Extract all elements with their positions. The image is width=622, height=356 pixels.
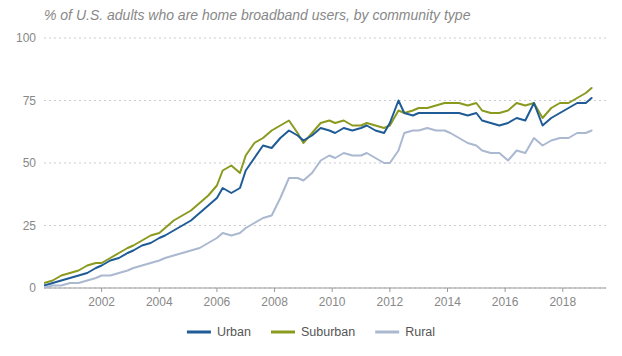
x-tick	[562, 288, 563, 292]
x-tick-label: 2004	[146, 295, 173, 309]
x-tick	[389, 288, 390, 292]
legend-item: Rural	[375, 325, 435, 339]
x-tick-label: 2014	[434, 295, 461, 309]
x-tick	[274, 288, 275, 292]
y-axis: 0 25 50 75 100	[16, 31, 606, 295]
x-tick	[159, 288, 160, 292]
legend-label: Urban	[217, 325, 251, 339]
legend-swatch	[271, 331, 295, 334]
x-tick	[332, 288, 333, 292]
y-tick-label: 75	[23, 94, 37, 108]
x-tick-label: 2002	[88, 295, 115, 309]
x-axis: 2002 2004 2006 2008 2010 2012 2014 2016 2018	[44, 288, 606, 309]
x-tick-label: 2006	[204, 295, 231, 309]
chart: % of U.S. adults who are home broadband …	[0, 0, 622, 356]
title: % of U.S. adults who are home broadband …	[44, 7, 471, 23]
legend-label: Suburban	[301, 325, 355, 339]
x-tick	[216, 288, 217, 292]
grid-line	[44, 288, 606, 289]
x-tick-label: 2010	[319, 295, 346, 309]
y-tick-label: 100	[16, 31, 36, 45]
x-axis-line	[44, 288, 606, 289]
grid-line	[44, 38, 606, 39]
y-tick-label: 25	[23, 219, 37, 233]
x-tick-label: 2008	[261, 295, 288, 309]
y-tick-label: 0	[29, 281, 36, 295]
grid-line	[44, 225, 606, 226]
legend: Urban Suburban Rural	[187, 325, 435, 339]
x-tick	[101, 288, 102, 292]
grid-line	[44, 163, 606, 164]
legend-swatch	[375, 331, 399, 334]
lines	[44, 88, 592, 288]
legend-item: Urban	[187, 325, 251, 339]
grid-line	[44, 100, 606, 101]
x-tick-label: 2012	[376, 295, 403, 309]
y-tick-label: 50	[23, 156, 37, 170]
legend-label: Rural	[405, 325, 435, 339]
legend-item: Suburban	[271, 325, 355, 339]
series-line	[44, 128, 592, 288]
legend-swatch	[187, 331, 211, 334]
x-tick-label: 2018	[549, 295, 576, 309]
x-tick	[447, 288, 448, 292]
series-line	[44, 98, 592, 286]
x-tick	[505, 288, 506, 292]
x-tick-label: 2016	[492, 295, 519, 309]
